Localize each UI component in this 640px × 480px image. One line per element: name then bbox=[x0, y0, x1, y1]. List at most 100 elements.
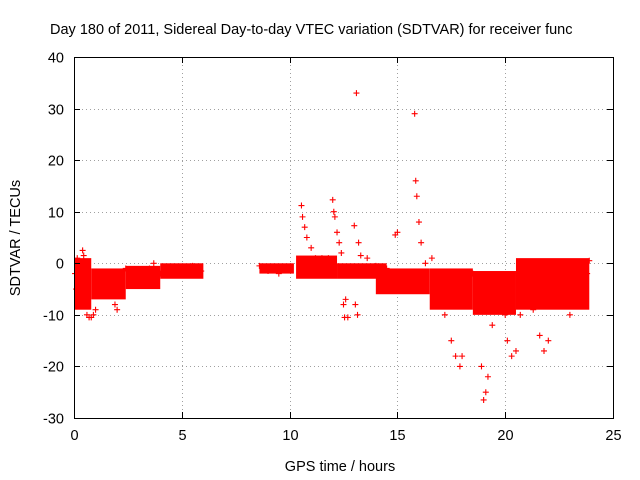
chart-title: Day 180 of 2011, Sidereal Day-to-day VTE… bbox=[50, 22, 572, 38]
data-point-33 bbox=[275, 270, 282, 277]
data-point-68 bbox=[412, 177, 419, 184]
data-point-82 bbox=[469, 270, 476, 277]
data-point-30 bbox=[198, 268, 205, 275]
y-tick-label: 0 bbox=[56, 257, 64, 273]
data-point-12 bbox=[92, 306, 99, 313]
x-tick-label: 20 bbox=[497, 428, 513, 444]
data-point-34 bbox=[286, 265, 293, 272]
dense-data-band-9 bbox=[472, 271, 516, 315]
data-point-95 bbox=[523, 291, 530, 298]
y-tick-label: 10 bbox=[48, 206, 64, 222]
data-point-40 bbox=[308, 244, 315, 251]
data-point-52 bbox=[342, 296, 349, 303]
data-point-97 bbox=[536, 332, 543, 339]
data-point-92 bbox=[508, 353, 515, 360]
dense-data-band-4 bbox=[259, 263, 294, 274]
data-point-71 bbox=[418, 239, 425, 246]
data-point-59 bbox=[357, 252, 364, 259]
data-point-48 bbox=[336, 239, 343, 246]
y-tick-label: 30 bbox=[48, 103, 64, 119]
data-point-101 bbox=[556, 270, 563, 277]
data-point-45 bbox=[330, 208, 337, 215]
dense-data-band-0 bbox=[74, 258, 92, 310]
data-point-87 bbox=[489, 322, 496, 329]
data-point-27 bbox=[168, 265, 175, 272]
data-point-0 bbox=[72, 270, 79, 277]
data-point-98 bbox=[541, 347, 548, 354]
data-point-93 bbox=[512, 347, 519, 354]
data-point-53 bbox=[344, 314, 351, 321]
data-point-35 bbox=[297, 268, 304, 275]
data-point-96 bbox=[530, 306, 537, 313]
data-point-105 bbox=[577, 275, 584, 282]
data-point-67 bbox=[411, 110, 418, 117]
data-point-94 bbox=[517, 311, 524, 318]
data-point-54 bbox=[351, 222, 358, 229]
data-point-106 bbox=[584, 270, 591, 277]
data-point-88 bbox=[493, 301, 500, 308]
y-axis-label: SDTVAR / TECUs bbox=[8, 180, 24, 296]
data-point-layer bbox=[72, 90, 593, 403]
data-point-7 bbox=[81, 301, 88, 308]
data-point-80 bbox=[459, 353, 466, 360]
data-point-3 bbox=[75, 280, 82, 287]
data-point-18 bbox=[114, 306, 121, 313]
data-point-78 bbox=[452, 353, 459, 360]
data-point-26 bbox=[157, 270, 164, 277]
data-point-60 bbox=[364, 255, 371, 262]
data-point-24 bbox=[146, 265, 153, 272]
data-point-103 bbox=[566, 311, 573, 318]
data-point-32 bbox=[265, 268, 272, 275]
axis-layer: 0 5 10 15 20 25 -30 -20 -10 0 10 20 30 40 bbox=[43, 51, 622, 445]
data-point-6 bbox=[80, 252, 87, 259]
data-point-73 bbox=[428, 255, 435, 262]
data-point-107 bbox=[586, 257, 593, 264]
data-point-22 bbox=[127, 280, 134, 287]
data-point-55 bbox=[352, 301, 359, 308]
x-tick-label: 10 bbox=[282, 428, 298, 444]
data-point-86 bbox=[484, 373, 491, 380]
data-point-81 bbox=[465, 286, 472, 293]
data-point-25 bbox=[150, 260, 157, 267]
data-point-39 bbox=[303, 234, 310, 241]
x-tick-label: 5 bbox=[178, 428, 186, 444]
data-point-77 bbox=[448, 337, 455, 344]
data-point-31 bbox=[256, 262, 263, 269]
data-point-11 bbox=[90, 311, 97, 318]
data-point-64 bbox=[394, 229, 401, 236]
data-point-36 bbox=[298, 202, 305, 209]
dense-data-band-layer bbox=[74, 255, 590, 315]
data-point-44 bbox=[329, 196, 336, 203]
data-point-100 bbox=[549, 296, 556, 303]
data-point-99 bbox=[545, 337, 552, 344]
x-axis-label: GPS time / hours bbox=[285, 459, 395, 475]
dense-data-band-6 bbox=[337, 263, 387, 279]
data-point-84 bbox=[480, 396, 487, 403]
data-point-79 bbox=[456, 363, 463, 370]
dense-data-band-2 bbox=[125, 265, 161, 290]
data-point-17 bbox=[111, 301, 118, 308]
data-point-104 bbox=[573, 291, 580, 298]
data-point-41 bbox=[312, 255, 319, 262]
x-tick-label: 15 bbox=[389, 428, 405, 444]
data-point-14 bbox=[101, 280, 108, 287]
data-point-28 bbox=[178, 268, 185, 275]
data-point-15 bbox=[105, 275, 112, 282]
data-point-58 bbox=[355, 239, 362, 246]
dense-data-band-5 bbox=[296, 255, 338, 279]
data-point-62 bbox=[383, 265, 390, 272]
data-point-47 bbox=[334, 229, 341, 236]
dense-data-band-7 bbox=[375, 268, 430, 295]
data-point-42 bbox=[318, 255, 325, 262]
data-point-66 bbox=[405, 280, 412, 287]
data-point-69 bbox=[413, 193, 420, 200]
y-tick-label: 40 bbox=[48, 51, 64, 67]
data-point-49 bbox=[338, 249, 345, 256]
y-tick-label: -20 bbox=[43, 360, 64, 376]
x-tick-label: 25 bbox=[605, 428, 621, 444]
data-point-46 bbox=[331, 213, 338, 220]
data-point-76 bbox=[441, 311, 448, 318]
data-point-23 bbox=[135, 275, 142, 282]
data-point-61 bbox=[372, 262, 379, 269]
